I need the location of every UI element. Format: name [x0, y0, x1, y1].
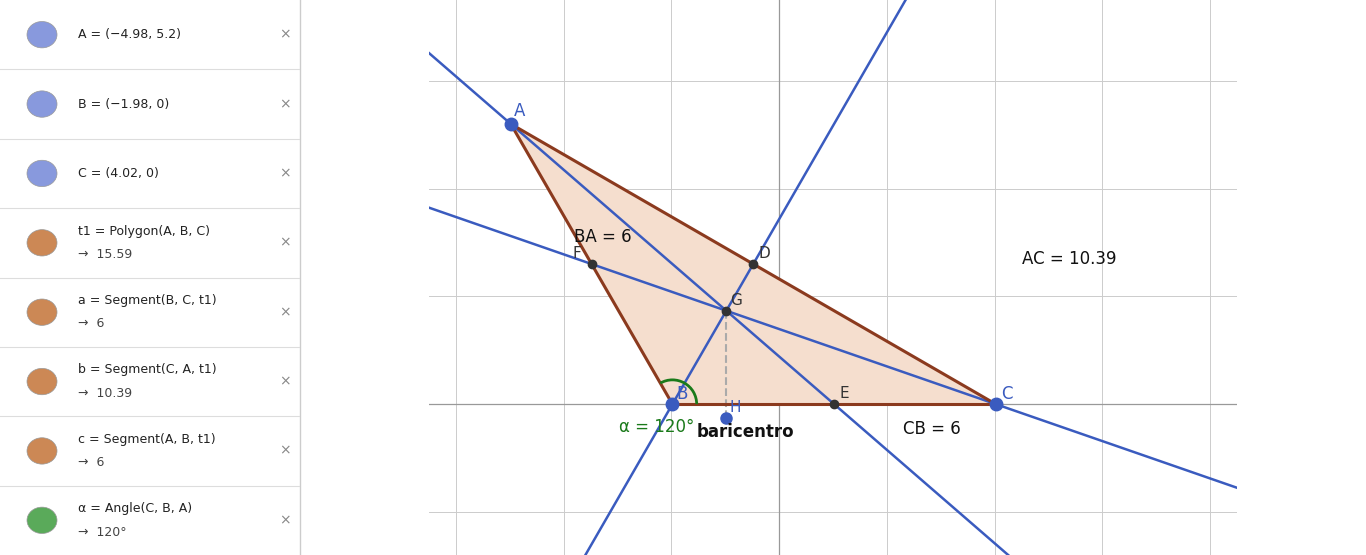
Text: C: C	[1001, 385, 1012, 403]
Ellipse shape	[27, 438, 57, 464]
Text: A = (−4.98, 5.2): A = (−4.98, 5.2)	[78, 28, 182, 41]
Text: A: A	[514, 102, 525, 120]
Text: →  6: → 6	[78, 456, 104, 469]
Text: G: G	[731, 294, 743, 309]
Text: ×: ×	[279, 97, 291, 111]
Text: a = Segment(B, C, t1): a = Segment(B, C, t1)	[78, 294, 217, 307]
Text: α = Angle(C, B, A): α = Angle(C, B, A)	[78, 502, 193, 515]
Ellipse shape	[27, 22, 57, 48]
Text: ×: ×	[279, 375, 291, 388]
Text: t1 = Polygon(A, B, C): t1 = Polygon(A, B, C)	[78, 225, 210, 238]
Text: ×: ×	[279, 166, 291, 180]
Text: BA = 6: BA = 6	[574, 229, 632, 246]
Text: α = 120°: α = 120°	[619, 418, 694, 436]
Text: ×: ×	[279, 236, 291, 250]
Ellipse shape	[27, 230, 57, 256]
Text: →  15.59: → 15.59	[78, 248, 133, 261]
Text: ×: ×	[279, 513, 291, 527]
Polygon shape	[511, 124, 996, 404]
Text: B = (−1.98, 0): B = (−1.98, 0)	[78, 98, 169, 110]
Text: ×: ×	[279, 28, 291, 42]
Text: ×: ×	[279, 305, 291, 319]
Text: AC = 10.39: AC = 10.39	[1022, 250, 1116, 268]
Ellipse shape	[27, 91, 57, 117]
Ellipse shape	[27, 160, 57, 186]
Text: F: F	[572, 245, 582, 260]
Text: C = (4.02, 0): C = (4.02, 0)	[78, 167, 158, 180]
Text: →  120°: → 120°	[78, 526, 127, 538]
Ellipse shape	[27, 369, 57, 395]
Text: ×: ×	[279, 444, 291, 458]
Text: CB = 6: CB = 6	[903, 420, 960, 438]
Text: H: H	[729, 400, 740, 415]
Text: baricentro: baricentro	[697, 423, 794, 441]
Text: B: B	[676, 385, 688, 403]
Text: →  6: → 6	[78, 317, 104, 330]
Text: D: D	[758, 245, 770, 260]
Ellipse shape	[27, 299, 57, 325]
Text: b = Segment(C, A, t1): b = Segment(C, A, t1)	[78, 364, 217, 376]
Ellipse shape	[27, 507, 57, 533]
Text: →  10.39: → 10.39	[78, 387, 133, 400]
Text: E: E	[840, 386, 850, 401]
Text: c = Segment(A, B, t1): c = Segment(A, B, t1)	[78, 433, 216, 446]
